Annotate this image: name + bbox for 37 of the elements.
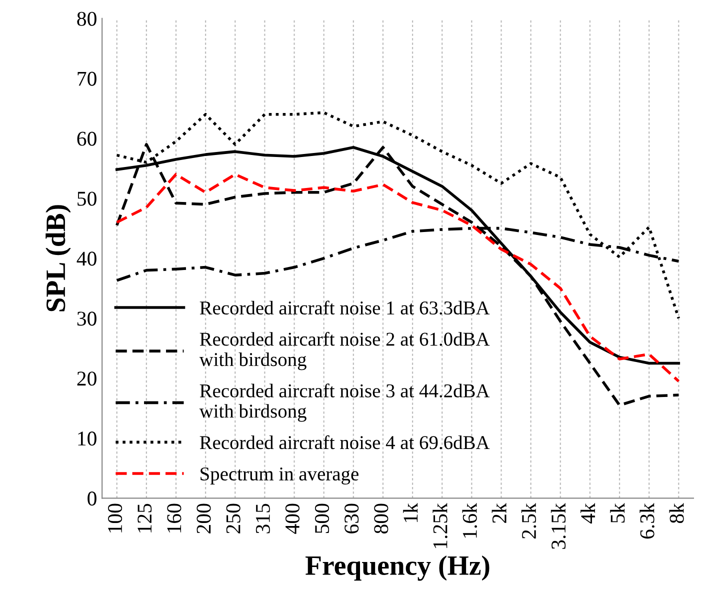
x-tick-label: 125 [138, 504, 152, 532]
y-tick-label: 80 [77, 12, 96, 26]
legend-label: Recorded aircraft noise 1 at 63.3dBA [200, 300, 490, 315]
y-tick-label: 40 [76, 252, 96, 266]
x-tick-label: 630 [344, 504, 359, 534]
x-tick-label: 1.25k [432, 503, 448, 548]
x-tick-label: 100 [108, 504, 122, 532]
y-tick-label: 70 [78, 72, 96, 86]
legend-label: Recorded aircraft noise 3 at 44.2dBA with birdsong [199, 384, 490, 422]
y-tick-label: 20 [77, 372, 96, 386]
y-axis-title: SPL (dB) [46, 205, 71, 312]
x-tick-label: 6.3k [640, 503, 654, 539]
legend-label: Spectrum in average [200, 467, 358, 485]
x-tick-label: 400 [285, 504, 300, 534]
x-tick-label: 2k [492, 503, 506, 523]
y-tick-label: 30 [77, 312, 96, 326]
x-tick-label: 160 [167, 504, 182, 532]
x-axis-title: Frequency (Hz) [306, 555, 490, 581]
legend-label: Recorded aircraft noise 4 at 69.6dBA [200, 435, 490, 450]
x-tick-label: 1.6k [462, 503, 477, 538]
y-tick-label: 10 [78, 432, 96, 446]
x-tick-label: 500 [314, 504, 330, 534]
x-tick-label: 200 [196, 504, 211, 534]
legend-label: Recorded aircarft noise 2 at 61.0dBA with birdsong [199, 332, 490, 370]
x-tick-label: 800 [374, 504, 388, 534]
y-tick-label: 50 [78, 192, 96, 206]
line-series [115, 172, 680, 383]
x-tick-label: 1k [403, 503, 418, 522]
x-tick-label: 8k [669, 503, 684, 524]
x-tick-label: 4k [580, 503, 595, 524]
x-tick-label: 250 [226, 504, 240, 534]
y-tick-label: 60 [77, 132, 96, 146]
y-tick-label: 0 [88, 492, 96, 506]
x-tick-label: 5k [610, 503, 625, 523]
x-tick-label: 2.5k [521, 503, 536, 539]
x-tick-label: 3.15k [550, 503, 566, 549]
x-tick-label: 315 [256, 504, 270, 534]
